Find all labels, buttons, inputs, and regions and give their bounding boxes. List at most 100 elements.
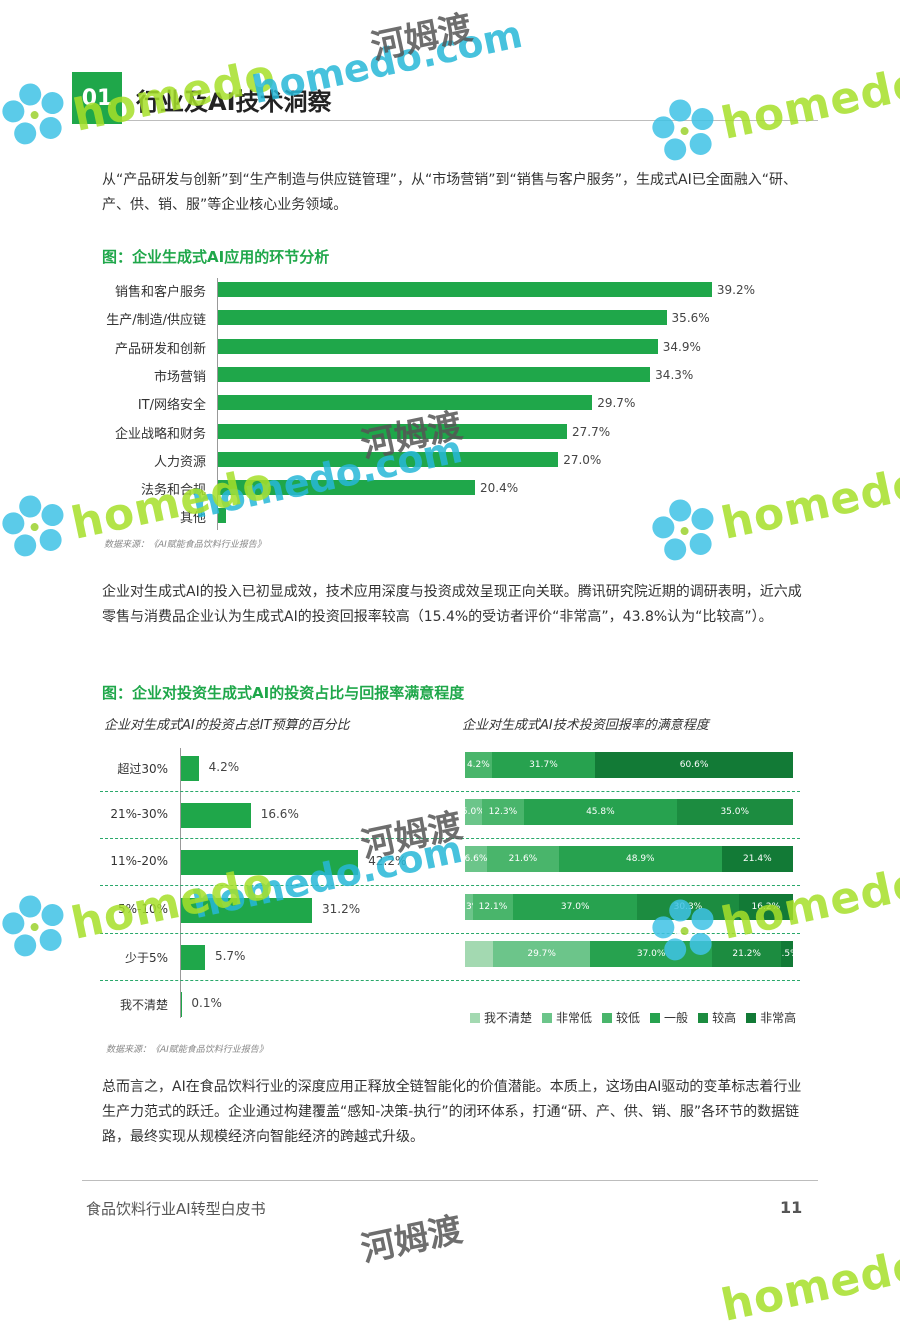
legend-label: 非常高 (760, 1011, 797, 1025)
category-label: 企业战略和财务 (114, 426, 206, 442)
data-label: 42.2% (368, 854, 407, 869)
flower-logo-icon (652, 499, 714, 561)
watermark-cn: 河姆渡 (367, 7, 476, 69)
bar (181, 756, 199, 781)
row-divider (100, 932, 800, 934)
bar-segment: 21.4% (721, 846, 793, 873)
watermark-brand: homedo (716, 57, 900, 150)
figure2-title: 图：企业对投资生成式AI的投资占比与回报率满意程度 (102, 684, 465, 702)
bar-segment: 37.0% (513, 893, 638, 920)
bar (218, 480, 476, 496)
closing-paragraph: 总而言之，AI在食品饮料行业的深度应用正释放全链智能化的价值潜能。本质上，这场由… (102, 1079, 802, 1145)
bar (218, 366, 651, 382)
middle-paragraph: 企业对生成式AI的投入已初显成效，技术应用深度与投资成效呈现正向关联。腾讯研究院… (102, 584, 802, 625)
bar (218, 423, 568, 439)
legend-swatch (746, 1012, 757, 1023)
data-label: 27.0% (563, 452, 602, 467)
legend-item: 较低 (602, 1009, 640, 1026)
legend-swatch (602, 1012, 613, 1023)
legend-item: 非常低 (542, 1009, 592, 1026)
bar (218, 508, 226, 524)
bar (181, 850, 359, 876)
bar-segment: 2.3% (465, 893, 473, 920)
bar (218, 282, 712, 297)
data-label: 35.6% (671, 311, 710, 326)
page-number: 11 (780, 1198, 803, 1217)
bar-segment: 30.3% (637, 893, 739, 920)
bar (181, 992, 182, 1017)
category-label: 21%-30% (110, 807, 168, 822)
bar (218, 310, 667, 326)
watermark-site: homedo.com (188, 426, 467, 528)
bar-segment: 6.6% (465, 846, 487, 873)
data-label: 27.7% (572, 424, 611, 439)
watermark-cn: 河姆渡 (357, 1209, 466, 1271)
data-label: 34.3% (655, 367, 694, 382)
footer-divider (82, 1180, 818, 1181)
row-divider (100, 979, 800, 981)
figure2-legend: 我不清楚 非常低 较低 一般 较高 非常高 (470, 1009, 796, 1026)
bar-segment (465, 940, 493, 967)
legend-item: 一般 (650, 1009, 688, 1026)
bar-segment: 31.7% (491, 752, 596, 778)
flower-logo-icon (2, 495, 64, 557)
category-label: IT/网络安全 (137, 398, 206, 414)
legend-label: 一般 (664, 1011, 689, 1025)
legend-swatch (470, 1012, 480, 1023)
watermark-logo (643, 90, 727, 177)
section-title: 行业及AI技术洞察 (136, 88, 332, 116)
category-label: 生产/制造/供应链 (106, 313, 206, 329)
stacked-bar: 6.6% 21.6% 48.9% 21.4% (465, 846, 793, 873)
watermark-brand: homedo (716, 457, 900, 550)
bar-segment: 12.1% (472, 893, 514, 920)
category-label: 11%-20% (110, 854, 168, 869)
data-label: 20.4% (480, 481, 519, 496)
footer-title: 食品饮料行业AI转型白皮书 (86, 1200, 266, 1218)
data-label: 4.2% (208, 760, 240, 774)
category-label: 市场营销 (153, 369, 206, 385)
data-label: 5.7% (214, 948, 246, 963)
data-label: 34.9% (662, 339, 701, 354)
data-label: 0.1% (191, 996, 222, 1010)
watermark-logo (0, 74, 77, 161)
stacked-bar: 5.0%12.3%45.8%35.0% (465, 799, 793, 826)
data-label: 31.2% (322, 901, 361, 916)
legend-swatch (698, 1012, 709, 1023)
bar (181, 803, 251, 829)
row-divider (100, 885, 800, 887)
intro-paragraph: 从“产品研发与创新”到“生产制造与供应链管理”，从“市场营销”到“销售与客户服务… (102, 172, 797, 213)
legend-label: 较高 (712, 1011, 737, 1025)
figure1-axis (217, 278, 218, 530)
bar-segment: 48.9% (558, 846, 722, 873)
row-divider (100, 838, 800, 840)
figure2-left-subtitle: 企业对生成式AI的投资占总IT预算的百分比 (104, 718, 350, 733)
bar (181, 944, 205, 970)
stacked-bar: 4.2% 31.7% 60.6% (465, 752, 793, 778)
bar-segment: 12.3% (481, 799, 525, 826)
category-label: 法务和合规 (140, 483, 206, 499)
flower-logo-icon (2, 83, 64, 145)
data-label: 16.6% (260, 807, 299, 822)
legend-item: 非常高 (746, 1009, 796, 1026)
category-label: 销售和客户服务 (114, 285, 206, 300)
bar-segment: 60.6% (595, 752, 793, 778)
flower-logo-icon (652, 99, 714, 161)
bar-segment: 21.6% (486, 846, 559, 873)
legend-swatch (542, 1012, 553, 1023)
bar (218, 451, 559, 467)
category-label: 超过30% (117, 762, 168, 776)
legend-label: 我不清楚 (484, 1011, 533, 1025)
category-label: 我不清楚 (119, 998, 168, 1012)
bar-segment: 45.8% (524, 799, 677, 826)
figure1-source: 数据来源：《AI赋能食品饮料行业报告》 (104, 540, 266, 550)
category-label: 5%-10% (117, 901, 168, 916)
legend-item: 我不清楚 (470, 1009, 532, 1026)
bar-segment: 5.0% (465, 799, 482, 826)
bar-segment: 3.5% (781, 940, 793, 967)
bar-segment: 21.2% (711, 940, 782, 967)
legend-label: 非常低 (556, 1011, 593, 1025)
watermark-logo (0, 486, 77, 573)
section-number-badge: 01 (72, 72, 122, 124)
category-label: 人力资源 (153, 454, 206, 470)
watermark-logo (643, 490, 727, 577)
